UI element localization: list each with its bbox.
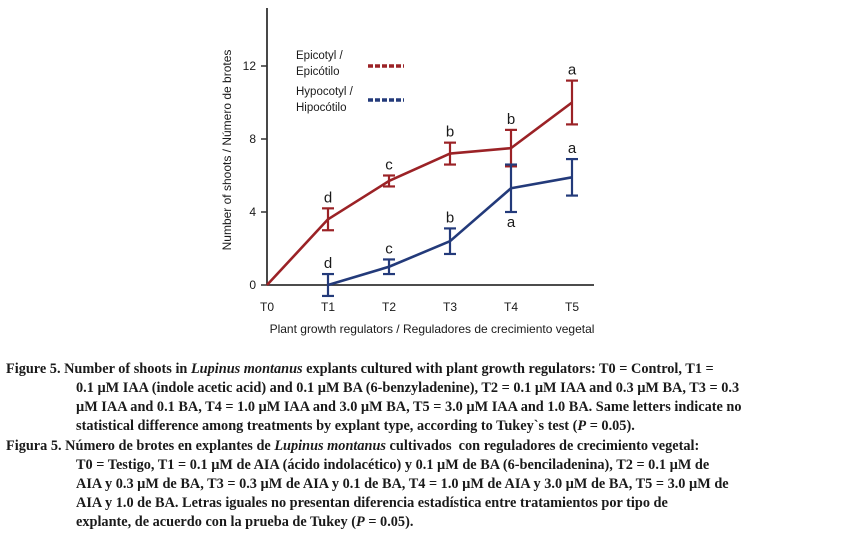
x-tick-label-t1: T1 (321, 300, 335, 314)
y-tick-label-12: 12 (243, 59, 257, 73)
caption-es-line-1: Figura 5. Número de brotes en explantes … (6, 437, 846, 456)
x-tick-label-t4: T4 (504, 300, 518, 314)
legend-epicotyl-label-line2: Epicótilo (296, 66, 339, 78)
caption-es-line-5-a: explante, de acuerdo con la prueba de Tu… (76, 514, 357, 530)
y-tick-label-0: 0 (249, 278, 256, 292)
caption-es-species: Lupinus montanus (274, 438, 386, 454)
caption-en-line-1-b: explants cultured with plant growth regu… (302, 361, 714, 377)
tukey-letter-epicotyl-t4: b (507, 111, 515, 128)
legend-hypocotyl-label-line2: Hipocótilo (296, 102, 347, 114)
caption-en-line-4: statistical difference among treatments … (6, 417, 846, 436)
caption-es-line-5-b: = 0.05). (364, 514, 414, 530)
y-tick-label-4: 4 (249, 205, 256, 219)
x-axis-label: Plant growth regulators / Reguladores de… (270, 322, 595, 336)
tukey-letter-epicotyl-t1: d (324, 189, 332, 206)
caption-es-line-1-b: cultivados con reguladores de crecimient… (385, 438, 700, 454)
figure-caption-english: Figure 5. Number of shoots in Lupinus mo… (6, 360, 846, 436)
x-tick-labels: T0 T1 T2 T3 T4 T5 (260, 300, 579, 314)
tukey-letter-hypocotyl-t4: a (507, 214, 516, 231)
caption-en-line-1-a: Figure 5. Number of shoots in (6, 361, 191, 377)
caption-en-line-1: Figure 5. Number of shoots in Lupinus mo… (6, 360, 846, 379)
y-axis-label: Number of shoots / Número de brotes (220, 50, 234, 251)
tukey-letter-hypocotyl-t5: a (568, 140, 577, 157)
caption-en-p: P (577, 418, 587, 434)
caption-en-line-3: µM IAA and 0.1 BA, T4 = 1.0 µM IAA and 3… (76, 399, 742, 415)
y-tick-labels: 0 4 8 12 (243, 59, 267, 292)
legend: Epicotyl / Epicótilo Hypocotyl / Hipocót… (296, 50, 404, 114)
caption-en-species: Lupinus montanus (190, 361, 303, 377)
x-tick-label-t3: T3 (443, 300, 457, 314)
caption-en-line-2: 0.1 µM IAA (indole acetic acid) and 0.1 … (76, 380, 740, 396)
x-tick-label-t5: T5 (565, 300, 579, 314)
caption-en-line-4-b: = 0.05). (586, 418, 635, 434)
caption-es-line-1-a: Figura 5. Número de brotes en explantes … (6, 438, 275, 454)
tukey-letter-epicotyl-t2: c (385, 157, 393, 174)
figure-caption-spanish: Figura 5. Número de brotes en explantes … (6, 437, 846, 532)
caption-es-line-4: AIA y 1.0 de BA. Letras iguales no prese… (76, 495, 668, 511)
caption-en-line-4-a: statistical difference among treatments … (76, 418, 578, 434)
series-hypocotyl: d c b a a (322, 140, 578, 298)
series-epicotyl-line (266, 101, 573, 286)
series-epicotyl: d c b b a (266, 62, 578, 286)
x-tick-label-t2: T2 (382, 300, 396, 314)
shoots-line-chart: 0 4 8 12 T0 T1 T2 T3 T4 T5 Plant growth regulato… (220, 8, 595, 336)
caption-es-line-3: AIA y 0.3 µM de BA, T3 = 0.3 µM de AIA y… (76, 476, 729, 492)
tukey-letter-hypocotyl-t2: c (385, 240, 393, 257)
caption-es-p: P (356, 514, 365, 530)
tukey-letter-epicotyl-t3: b (446, 124, 454, 141)
x-tick-label-t0: T0 (260, 300, 274, 314)
legend-epicotyl-label-line1: Epicotyl / (296, 50, 343, 62)
caption-es-line-5: explante, de acuerdo con la prueba de Tu… (6, 513, 846, 532)
caption-es-line-2: T0 = Testigo, T1 = 0.1 µM de AIA (ácido … (76, 457, 710, 473)
tukey-letter-hypocotyl-t1: d (324, 255, 332, 272)
tukey-letter-hypocotyl-t3: b (446, 209, 454, 226)
legend-hypocotyl-label-line1: Hypocotyl / (296, 86, 354, 98)
y-tick-label-8: 8 (249, 132, 256, 146)
tukey-letter-epicotyl-t5: a (568, 62, 577, 79)
